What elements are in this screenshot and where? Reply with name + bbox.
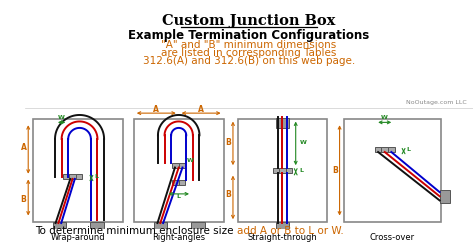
- Bar: [388, 147, 395, 152]
- Bar: [63, 174, 69, 179]
- Bar: [439, 190, 450, 203]
- Bar: [237, 119, 328, 222]
- Bar: [179, 181, 185, 185]
- Text: W: W: [300, 140, 306, 145]
- Text: W: W: [187, 158, 193, 163]
- Text: are listed in corresponding Tables: are listed in corresponding Tables: [161, 48, 337, 58]
- Bar: [172, 163, 179, 167]
- Bar: [69, 174, 76, 179]
- Bar: [276, 118, 289, 128]
- Text: Example Termination Configurations: Example Termination Configurations: [128, 29, 370, 42]
- Bar: [53, 222, 66, 232]
- Text: Wrap-around: Wrap-around: [50, 233, 105, 242]
- Bar: [279, 168, 286, 173]
- Bar: [286, 168, 292, 173]
- Bar: [191, 222, 205, 232]
- Bar: [344, 119, 440, 222]
- Text: add A or B to L or W.: add A or B to L or W.: [237, 226, 344, 236]
- Bar: [91, 222, 104, 232]
- Text: Straight-through: Straight-through: [247, 233, 318, 242]
- Bar: [172, 181, 179, 185]
- Bar: [382, 147, 388, 152]
- Text: B: B: [225, 190, 231, 199]
- Text: W: W: [381, 115, 388, 120]
- Bar: [375, 147, 382, 152]
- Text: Cross-over: Cross-over: [370, 233, 415, 242]
- Bar: [179, 163, 185, 167]
- Text: A: A: [154, 105, 159, 114]
- Bar: [33, 119, 123, 222]
- Text: Right-angles: Right-angles: [152, 233, 205, 242]
- Text: A: A: [198, 105, 204, 114]
- Text: L: L: [177, 194, 181, 199]
- Text: B: B: [332, 166, 338, 175]
- Text: L: L: [94, 174, 98, 179]
- Bar: [154, 222, 167, 232]
- Bar: [134, 119, 224, 222]
- Text: Custom Junction Box: Custom Junction Box: [162, 14, 336, 28]
- Text: NoOutage.com LLC: NoOutage.com LLC: [406, 100, 467, 105]
- Text: 312.6(A) and 312.6(B) on this web page.: 312.6(A) and 312.6(B) on this web page.: [143, 56, 355, 66]
- Bar: [76, 174, 82, 179]
- Bar: [273, 168, 279, 173]
- Text: B: B: [225, 138, 231, 147]
- Text: To determine minimum enclosure size: To determine minimum enclosure size: [35, 226, 237, 236]
- Text: "A" and "B" minimum dimensions: "A" and "B" minimum dimensions: [161, 40, 337, 50]
- Text: A: A: [20, 143, 27, 152]
- Text: L: L: [300, 168, 303, 173]
- Text: L: L: [406, 147, 410, 152]
- Text: W: W: [58, 115, 65, 120]
- Text: B: B: [21, 195, 27, 204]
- Bar: [276, 222, 289, 232]
